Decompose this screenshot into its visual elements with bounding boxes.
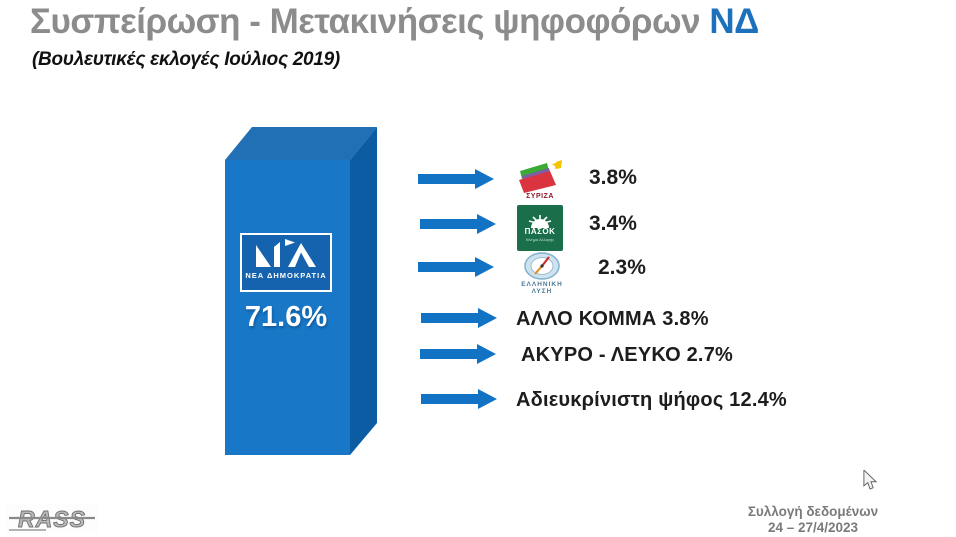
elliniki-lysi-compass-icon [524,252,560,280]
flow-arrow-syriza [418,169,494,189]
retention-value: 71.6% [244,301,328,333]
mouse-cursor-icon [863,470,878,490]
pasok-value: 3.4% [589,212,637,235]
flow-arrow-pasok [420,214,496,234]
pasok-sun-icon [528,214,552,228]
invalid-blank-label: ΑΚΥΡΟ - ΛΕΥΚΟ 2.7% [521,344,733,366]
page-title-main: Συσπείρωση - Μετακινήσεις ψηφοφόρων [30,2,710,41]
flow-arrow-other-party [421,308,497,328]
flow-arrow-invalid-blank [420,344,496,364]
data-collection-note: Συλλογή δεδομένων 24 – 27/4/2023 [742,504,884,536]
retention-bar-3d [225,127,377,455]
nd-logo-caption: ΝΕΑ ΔΗΜΟΚΡΑΤΙΑ [245,271,327,280]
other-party-label: ΑΛΛΟ ΚΟΜΜΑ 3.8% [516,308,709,330]
flow-arrow-elliniki-lysi [418,257,494,277]
pasok-logo-box: ΠΑΣΟΚ Κίνημα Αλλαγής [517,205,563,251]
syriza-logo: ΣΥΡΙΖΑ [512,160,568,200]
syriza-value: 3.8% [589,166,637,189]
pasok-caption: ΠΑΣΟΚ [524,226,556,236]
rass-agency-logo: RASS [6,504,98,534]
elliniki-lysi-logo: ΕΛΛΗΝΙΚΗ ΛΥΣΗ [514,251,570,295]
data-collection-line2: 24 – 27/4/2023 [767,520,859,536]
data-collection-line1: Συλλογή δεδομένων [747,504,879,519]
flow-arrow-undecided [421,389,497,409]
undecided-label: Αδιευκρίνιστη ψήφος 12.4% [516,389,787,411]
elliniki-lysi-caption-line2: ΛΥΣΗ [531,288,553,296]
pasok-logo: ΠΑΣΟΚ Κίνημα Αλλαγής [517,205,563,251]
nd-logo-glyph-icon [256,239,316,267]
elliniki-lysi-caption: ΕΛΛΗΝΙΚΗ ΛΥΣΗ [521,281,563,295]
page-title: Συσπείρωση - Μετακινήσεις ψηφοφόρων ΝΔ [30,2,930,42]
syriza-flags-icon [519,160,562,193]
syriza-caption: ΣΥΡΙΖΑ [526,193,554,200]
pasok-subcaption: Κίνημα Αλλαγής [525,236,555,242]
page-title-party: ΝΔ [709,2,759,41]
elliniki-lysi-caption-line1: ΕΛΛΗΝΙΚΗ [521,281,563,288]
elliniki-lysi-value: 2.3% [598,256,646,279]
nd-party-logo: ΝΕΑ ΔΗΜΟΚΡΑΤΙΑ [240,233,332,292]
page-subtitle: (Βουλευτικές εκλογές Ιούλιος 2019) [32,49,340,70]
